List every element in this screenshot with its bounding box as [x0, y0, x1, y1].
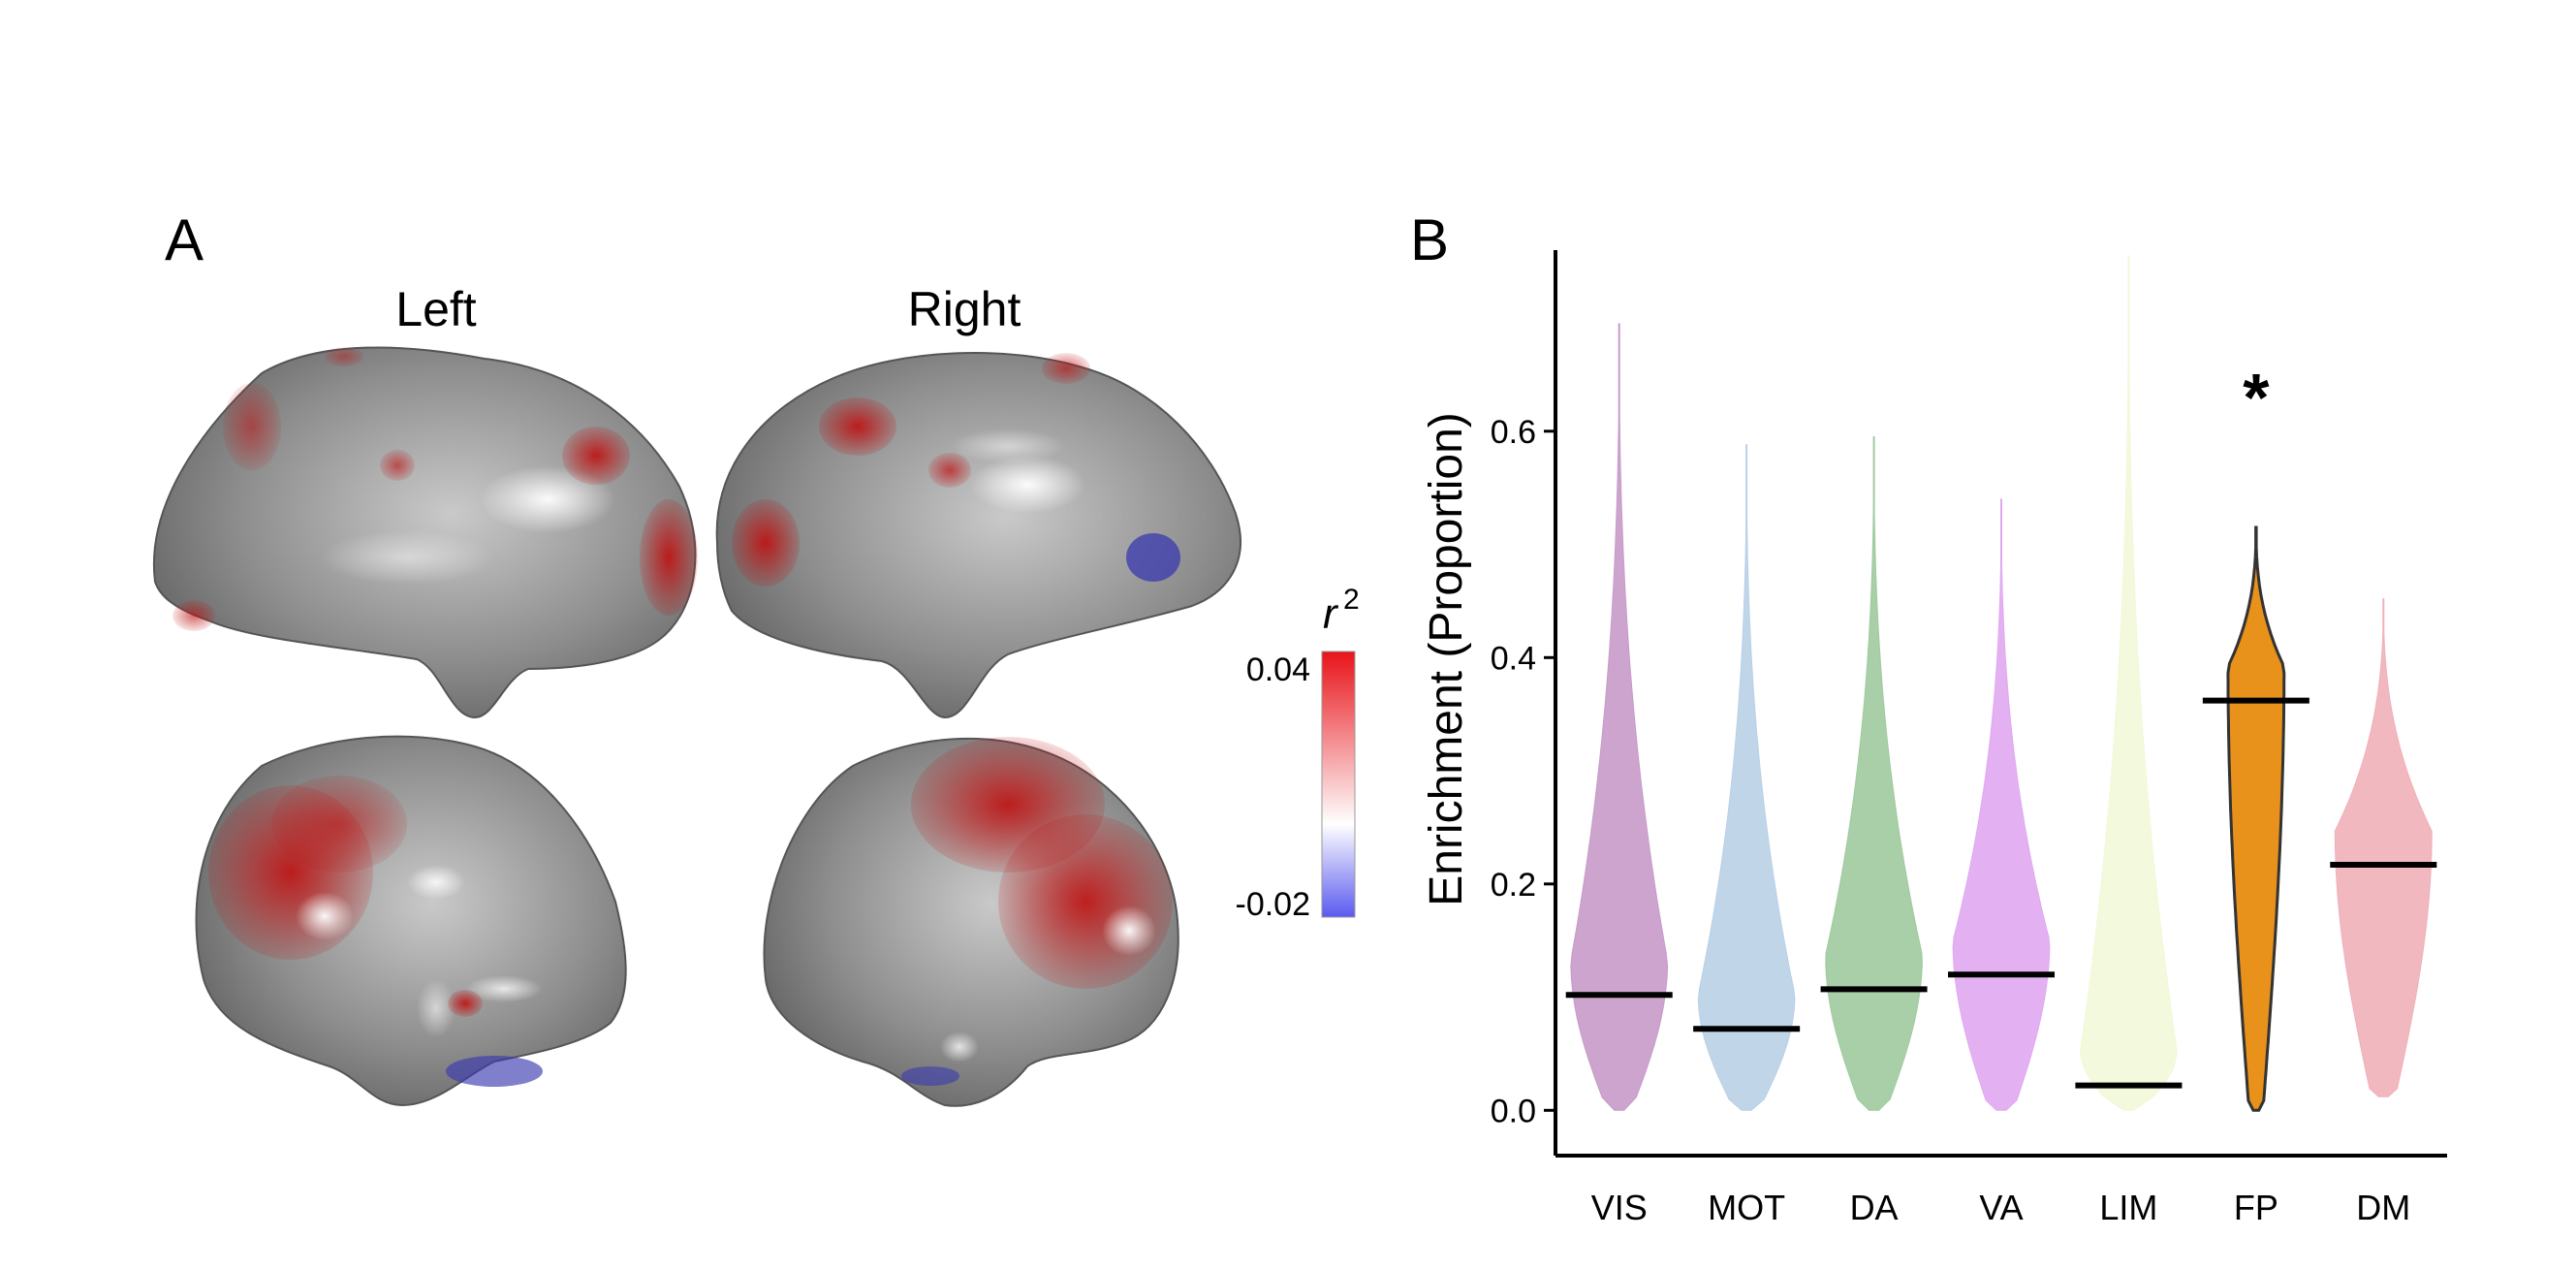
right-lateral-brain-image	[715, 352, 1241, 719]
left-lateral-brain-image	[152, 346, 698, 719]
violin-lim	[2079, 255, 2178, 1111]
x-tick-label-da: DA	[1850, 1188, 1899, 1227]
x-tick-label-dm: DM	[2356, 1188, 2410, 1227]
y-tick-label: 0.6	[1491, 414, 1536, 451]
x-tick-label-mot: MOT	[1708, 1188, 1785, 1227]
left-hemisphere-label: Left	[395, 282, 477, 336]
panel-a-letter: A	[165, 207, 204, 272]
colorbar-title: r	[1323, 590, 1339, 638]
violin-mot	[1697, 444, 1796, 1111]
y-tick-label: 0.0	[1491, 1093, 1536, 1129]
panel-b-letter: B	[1410, 207, 1449, 272]
violin-dm	[2334, 598, 2433, 1097]
colorbar-max-label: 0.04	[1246, 651, 1310, 688]
significance-star: *	[2243, 360, 2270, 435]
x-tick-label-lim: LIM	[2099, 1188, 2157, 1227]
y-tick-label: 0.4	[1491, 640, 1536, 677]
left-medial-brain-image	[195, 735, 627, 1107]
colorbar-title-superscript: 2	[1343, 584, 1360, 616]
violin-fp	[2226, 525, 2286, 1112]
panel-b: B Enrichment (Proportion) 0.0 0.2 0.4 0.6 VI…	[1410, 207, 2447, 1227]
colorbar-gradient	[1321, 651, 1356, 918]
colorbar: r 2 0.04 -0.02	[1236, 584, 1360, 923]
y-axis-title: Enrichment (Proportion)	[1421, 412, 1472, 906]
x-tick-label-fp: FP	[2234, 1188, 2278, 1227]
y-tick-label: 0.2	[1491, 867, 1536, 904]
x-tick-label-va: VA	[1979, 1188, 2023, 1227]
violin-chart: 0.0 0.2 0.4 0.6 VIS MOT DA VA LIM FP * DM	[1491, 250, 2447, 1227]
colorbar-min-label: -0.02	[1236, 886, 1311, 923]
panel-a: A Left Right	[152, 207, 1360, 1107]
x-tick-label-vis: VIS	[1591, 1188, 1648, 1227]
violin-da	[1825, 436, 1923, 1111]
right-hemisphere-label: Right	[908, 282, 1021, 336]
right-medial-brain-image	[763, 737, 1179, 1107]
violin-vis	[1570, 323, 1669, 1111]
violin-va	[1952, 498, 2051, 1111]
